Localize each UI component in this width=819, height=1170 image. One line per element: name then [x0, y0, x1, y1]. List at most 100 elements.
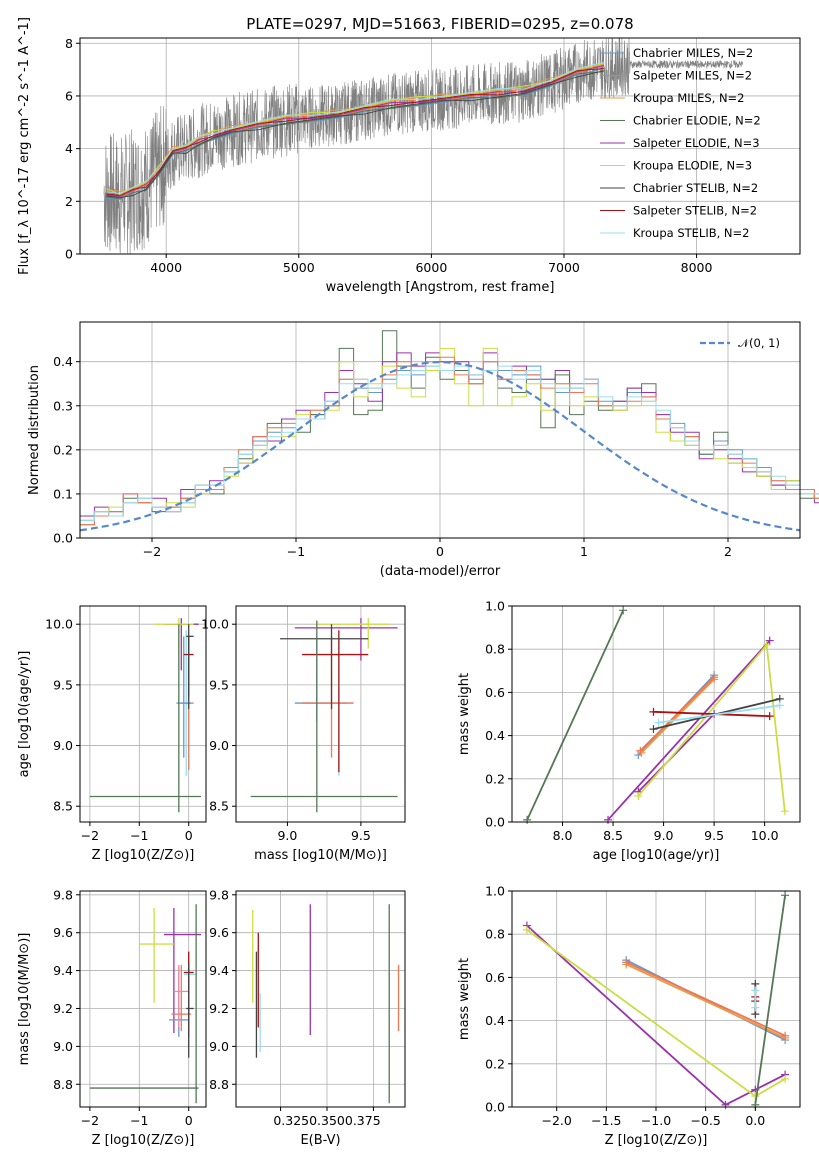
mass_weight_vs_Z-xlabel: Z [log10(Z/Z⊙)] — [605, 1133, 708, 1148]
x-tick-label: −1.5 — [591, 1113, 621, 1128]
y-tick-label: 0.8 — [485, 642, 505, 657]
weight-marker — [654, 718, 663, 727]
histogram-series — [79, 347, 819, 521]
age_vs_Z-xlabel: Z [log10(Z/Z⊙)] — [92, 848, 195, 863]
weight-line — [640, 678, 715, 754]
y-tick-label: 9.6 — [53, 925, 73, 940]
residual_hist-ylabel: Normed distribution — [27, 365, 42, 495]
y-tick-label: 0.4 — [485, 1013, 505, 1028]
gaussian-curve — [79, 360, 801, 532]
weight-marker — [781, 891, 790, 900]
weight-line — [658, 704, 780, 724]
legend-label: Chabrier ELODIE, N=2 — [633, 114, 761, 128]
y-tick-label: 0.6 — [485, 970, 505, 985]
age_vs_mass-xlabel: mass [log10(M/M⊙)] — [254, 848, 387, 863]
spectrum-frame — [79, 37, 801, 255]
mass_vs_Z-ylabel: mass [log10(M/M⊙)] — [17, 933, 32, 1066]
weight-marker — [765, 712, 774, 721]
mass_vs_EBV-xlabel: E(B-V) — [300, 1133, 340, 1148]
y-tick-label: 0.0 — [485, 815, 505, 830]
mass_vs_Z-xlabel: Z [log10(Z/Z⊙)] — [92, 1133, 195, 1148]
x-tick-label: −1 — [130, 1113, 148, 1128]
y-tick-label: 2 — [65, 194, 73, 209]
age_vs_Z-marks — [89, 618, 202, 813]
mass_vs_Z-frame — [79, 890, 207, 1108]
weight-marker — [604, 815, 612, 824]
x-tick-label: −2 — [143, 544, 161, 559]
model-curve — [106, 61, 604, 194]
legend-label: Kroupa MILES, N=2 — [633, 91, 745, 105]
spectrum-ylabel: Flux [f_λ 10^-17 erg cm^-2 s^-1 A^-1] — [17, 17, 32, 275]
weight-marker — [619, 606, 628, 615]
legend-label: Chabrier STELIB, N=2 — [633, 181, 758, 195]
y-tick-label: 9.0 — [53, 738, 73, 753]
x-tick-label: −1.0 — [641, 1113, 671, 1128]
y-tick-label: 8 — [65, 36, 73, 51]
y-tick-label: 10.0 — [45, 617, 73, 632]
residual_hist-xlabel: (data-model)/error — [380, 564, 501, 579]
age_vs_mass-frame — [235, 605, 406, 823]
model-curve — [106, 71, 604, 200]
mass_vs_Z-panel: −2 −1 0 8.8 9.0 9.2 9.4 9.6 9.8 Z [log10(Z/Z⊙)] ma… — [17, 887, 207, 1148]
weight-marker — [636, 746, 645, 755]
y-tick-label: 8.5 — [53, 799, 73, 814]
age_vs_Z-panel: −2 −1 0 8.5 9.0 9.5 10.0 Z [log10(Z/Z⊙)] age [lo… — [17, 605, 207, 863]
y-tick-label: 0.8 — [485, 927, 505, 942]
age_vs_mass-marks — [250, 618, 398, 813]
x-tick-label: 2 — [724, 544, 732, 559]
mass_vs_Z-marks — [89, 904, 202, 1104]
y-tick-label: 9.0 — [209, 738, 229, 753]
y-tick-label: 9.8 — [209, 887, 229, 902]
age_vs_Z-ylabel: age [log10(age/yr)] — [17, 651, 32, 778]
weight-marker — [751, 986, 760, 995]
legend-label: Salpeter STELIB, N=2 — [633, 204, 757, 218]
y-tick-label: 8.5 — [209, 799, 229, 814]
weight-marker — [522, 925, 531, 934]
weight-marker — [523, 815, 532, 824]
spectrum-panel: 4000 5000 6000 7000 8000 0 2 4 6 8 wavelength [Ang… — [17, 17, 801, 295]
x-tick-label: −2 — [81, 828, 99, 843]
y-tick-label: 9.5 — [209, 677, 229, 692]
x-tick-label: 5000 — [283, 260, 315, 275]
y-tick-label: 0.0 — [53, 531, 73, 546]
x-tick-label: −1 — [130, 828, 148, 843]
spectrum-marks — [103, 37, 743, 255]
y-tick-label: 4 — [65, 141, 73, 156]
y-tick-label: 0.2 — [485, 771, 505, 786]
mass_weight_vs_Z-marks — [522, 891, 790, 1109]
model-curve — [106, 68, 604, 196]
y-tick-label: 9.5 — [53, 677, 73, 692]
x-tick-label: 8.0 — [553, 828, 573, 843]
weight-line — [754, 895, 786, 1105]
y-tick-label: 0.0 — [485, 1100, 505, 1115]
weight-marker — [710, 673, 719, 682]
x-tick-label: 0.3250.3500.375 — [273, 1113, 380, 1128]
x-tick-label: 8.5 — [603, 828, 623, 843]
y-tick-label: 10.0 — [201, 617, 229, 632]
y-tick-label: 0.1 — [53, 486, 73, 501]
figure-title: PLATE=0297, MJD=51663, FIBERID=0295, z=0… — [246, 15, 633, 33]
histogram-series — [79, 356, 819, 526]
model-curve — [106, 70, 604, 199]
y-tick-label: 8.8 — [209, 1077, 229, 1092]
spectrum-legend: Chabrier MILES, N=2 Salpeter MILES, N=2 Kr… — [600, 46, 761, 240]
mass_weight_vs_age-panel: 8.0 8.5 9.0 9.5 10.0 0.0 0.2 0.4 0.6 0.8 1.0 age [l… — [457, 599, 801, 863]
y-tick-label: 9.2 — [209, 1001, 229, 1016]
y-tick-label: 8.8 — [53, 1077, 73, 1092]
mass_vs_EBV-marks — [252, 904, 400, 1104]
weight-marker — [781, 1074, 790, 1083]
mass_weight_vs_age-marks — [523, 606, 789, 824]
y-tick-label: 1.0 — [485, 884, 505, 899]
x-tick-label: 9.5 — [704, 828, 724, 843]
legend-label: Chabrier MILES, N=2 — [633, 46, 753, 60]
residual_hist-panel: −2 −1 0 1 2 0.0 0.1 0.2 0.3 0.4 (data-model)/error… — [27, 321, 819, 579]
weight-line — [625, 961, 786, 1037]
weight-marker — [721, 1100, 730, 1109]
spectrum-xlabel: wavelength [Angstrom, rest frame] — [326, 280, 555, 295]
weight-marker — [649, 725, 658, 734]
mass_weight_vs_Z-ylabel: mass weight — [457, 958, 472, 1040]
weight-marker — [634, 792, 643, 801]
age_vs_Z-frame — [79, 605, 207, 823]
y-tick-label: 9.0 — [209, 1039, 229, 1054]
age_vs_mass-panel: 9.0 9.5 8.5 9.0 9.5 10.0 mass [log10(M/M⊙)] — [201, 605, 406, 863]
